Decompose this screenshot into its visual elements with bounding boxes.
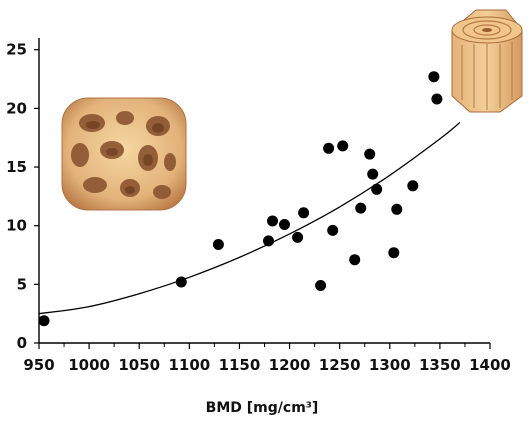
trabecular-bone-icon bbox=[61, 97, 187, 211]
x-tick-label: 1200 bbox=[269, 356, 311, 374]
data-point bbox=[349, 254, 361, 266]
data-point bbox=[407, 180, 419, 192]
y-tick-label: 10 bbox=[6, 217, 27, 235]
y-tick-label: 20 bbox=[6, 99, 27, 117]
data-point bbox=[323, 142, 335, 154]
x-tick-label: 1250 bbox=[319, 356, 361, 374]
data-point bbox=[337, 140, 349, 152]
x-axis-ticks: 950 1000 1050 1100 1150 1200 1250 1300 1350 1400 bbox=[23, 343, 511, 374]
data-point bbox=[267, 215, 278, 227]
data-point bbox=[355, 202, 367, 214]
x-tick-label: 1300 bbox=[369, 356, 411, 374]
x-tick-label: 950 bbox=[23, 356, 54, 374]
data-point bbox=[391, 203, 403, 215]
data-point bbox=[428, 71, 440, 83]
cortical-bone-icon bbox=[451, 9, 523, 113]
data-point bbox=[388, 247, 400, 259]
data-point bbox=[364, 148, 376, 160]
trend-curve bbox=[38, 121, 461, 315]
data-point bbox=[292, 231, 304, 243]
data-point bbox=[327, 224, 339, 236]
data-point bbox=[175, 276, 187, 288]
x-tick-label: 1400 bbox=[469, 356, 511, 374]
y-tick-label: 0 bbox=[17, 334, 27, 352]
x-tick-label: 1000 bbox=[68, 356, 110, 374]
data-point bbox=[367, 168, 379, 180]
x-tick-label: 1100 bbox=[168, 356, 210, 374]
data-point bbox=[315, 280, 327, 291]
data-point bbox=[431, 93, 443, 105]
data-point bbox=[212, 239, 224, 250]
y-tick-label: 15 bbox=[6, 158, 27, 176]
y-tick-label: 25 bbox=[6, 41, 27, 59]
data-point bbox=[279, 219, 290, 230]
x-axis-label: BMD [mg/cm³] bbox=[206, 400, 319, 416]
data-points bbox=[38, 71, 443, 327]
y-tick-label: 5 bbox=[17, 275, 27, 293]
data-point bbox=[38, 315, 50, 327]
y-axis-ticks: 0 5 10 15 20 25 bbox=[6, 41, 39, 352]
data-point bbox=[371, 183, 383, 195]
x-tick-label: 1150 bbox=[219, 356, 261, 374]
x-tick-label: 1350 bbox=[419, 356, 461, 374]
x-tick-label: 1050 bbox=[118, 356, 160, 374]
data-point bbox=[263, 235, 274, 247]
data-point bbox=[298, 207, 310, 219]
